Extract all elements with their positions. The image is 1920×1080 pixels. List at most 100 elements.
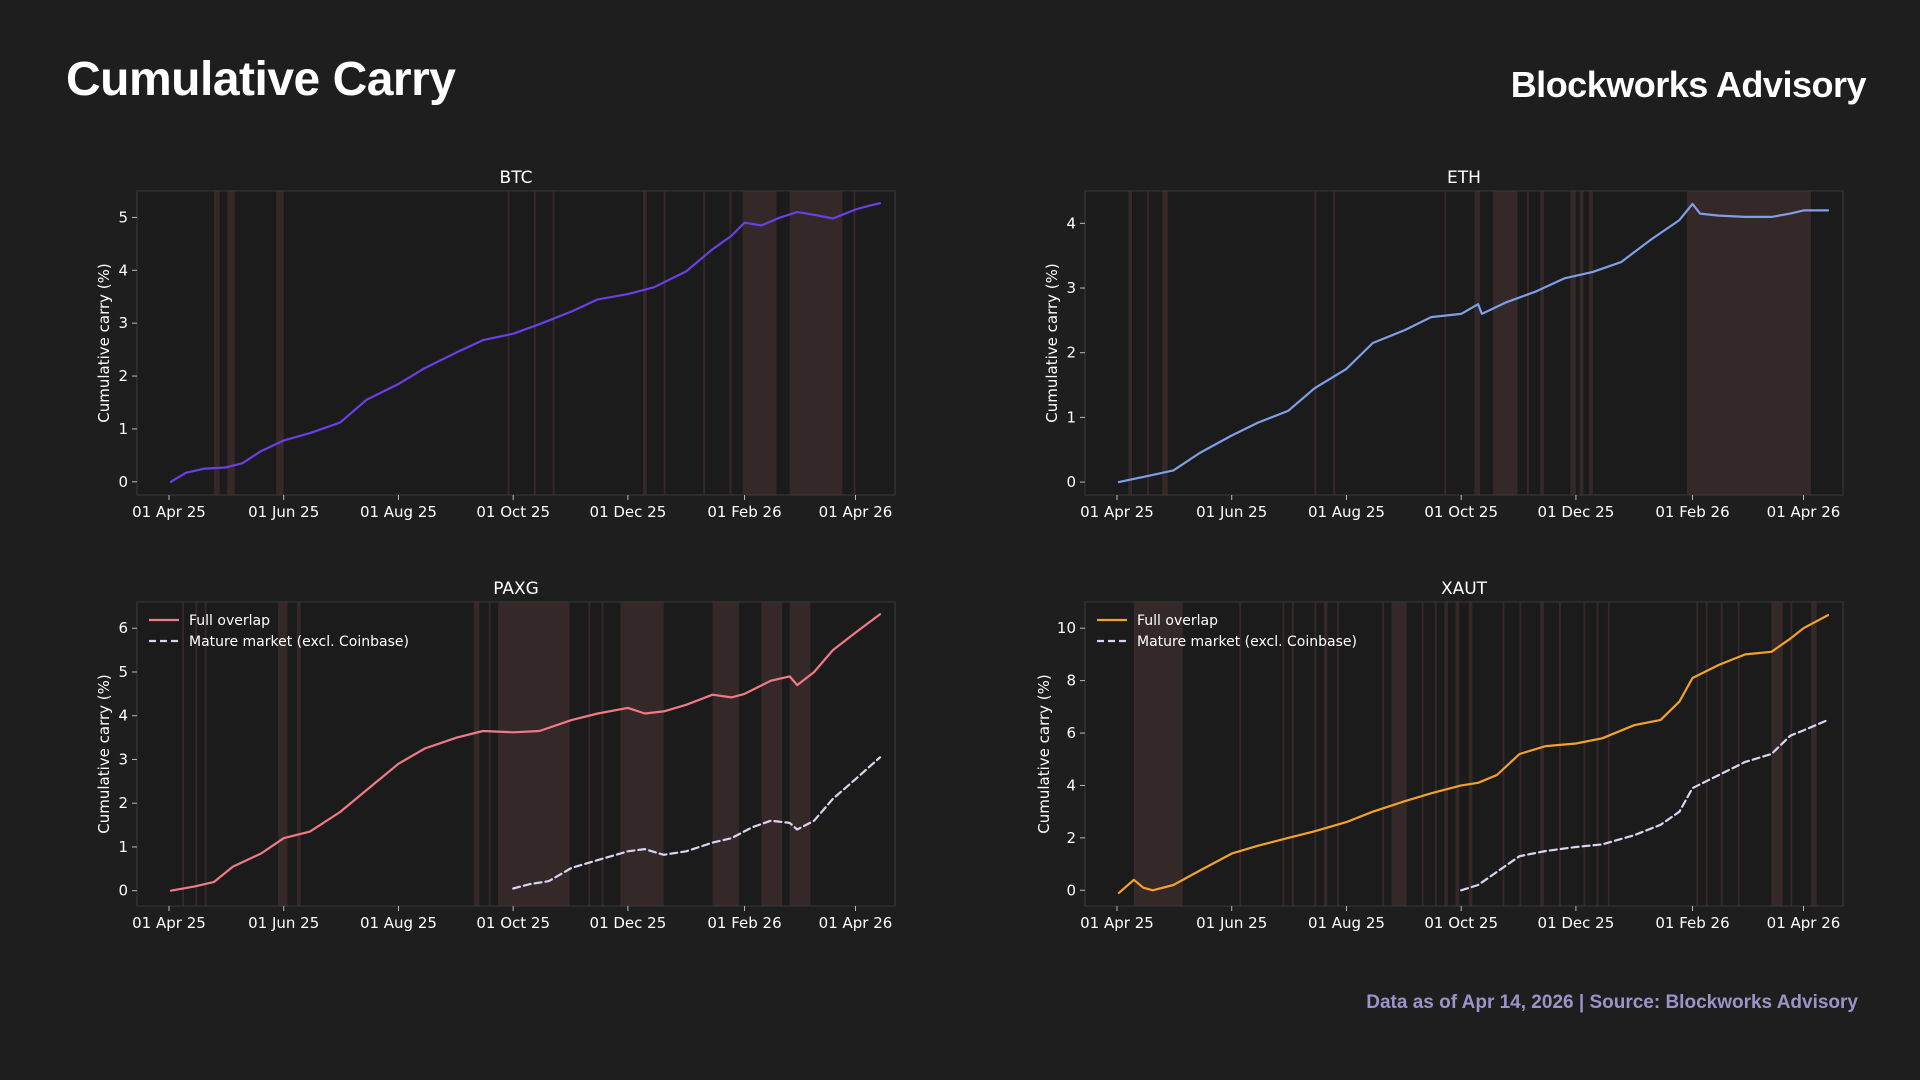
y-axis-label: Cumulative carry (%) [1035,674,1053,834]
series-line-full [1117,613,1830,895]
highlight-band [1570,191,1576,495]
series-line-full [169,613,882,892]
highlight-band [663,191,666,495]
y-tick-label: 4 [1066,776,1076,794]
x-tick-label: 01 Aug 25 [1308,914,1385,932]
y-tick-label: 3 [118,314,128,332]
x-tick-label: 01 Apr 25 [132,503,206,521]
x-tick-label: 01 Aug 25 [360,914,437,932]
x-tick-label: 01 Apr 25 [1080,914,1154,932]
highlight-band [1147,191,1149,495]
page-title: Cumulative Carry [66,53,456,106]
y-tick-label: 6 [1066,724,1076,742]
highlight-band [1737,602,1740,906]
highlight-band [276,191,284,495]
highlight-band [195,602,198,906]
highlight-band [1558,602,1561,906]
y-tick-label: 1 [118,420,128,438]
highlight-band [1314,191,1317,495]
y-tick-label: 4 [1066,214,1076,232]
y-tick-label: 2 [1066,829,1076,847]
highlight-band [1527,191,1529,495]
legend-label: Full overlap [189,613,270,629]
y-tick-label: 4 [118,261,128,279]
x-tick-label: 01 Jun 25 [1196,914,1267,932]
chart-title: ETH [1447,168,1481,188]
x-tick-label: 01 Apr 25 [1080,503,1154,521]
x-tick-label: 01 Jun 25 [248,914,319,932]
highlight-band [642,191,647,495]
highlight-band [1314,602,1317,906]
plot-frame [136,190,896,496]
highlight-band [1811,602,1817,906]
highlight-band [182,602,185,906]
highlight-band [1790,602,1793,906]
series-line-mature [512,756,882,890]
x-tick-label: 01 Feb 26 [707,914,781,932]
chart-paxg: PAXG Cumulative carry (%) 0 1 2 3 4 5 6 01 Apr 25… [95,579,896,932]
x-tick-label: 01 Feb 26 [1655,503,1729,521]
y-tick-label: 10 [1057,619,1076,637]
y-tick-label: 0 [1066,473,1076,491]
x-tick-label: 01 Jun 25 [1196,503,1267,521]
x-tick-label: 01 Dec 25 [1538,503,1615,521]
highlight-band [789,191,843,495]
y-tick-label: 2 [118,794,128,812]
y-axis-label: Cumulative carry (%) [95,674,113,834]
highlight-band [703,191,706,495]
highlight-band [789,602,811,906]
y-tick-label: 3 [118,750,128,768]
highlight-band [712,602,739,906]
plot-frame [1084,190,1844,496]
y-axis-label: Cumulative carry (%) [95,263,113,423]
highlight-band [1607,602,1610,906]
highlight-band [1705,602,1708,906]
y-tick-label: 8 [1066,672,1076,690]
y-tick-label: 2 [118,367,128,385]
highlight-band [1455,602,1460,906]
highlight-band [1333,191,1336,495]
highlight-band [1589,191,1593,495]
x-tick-label: 01 Apr 26 [819,914,893,932]
highlight-band [1596,602,1599,906]
x-tick-label: 01 Dec 25 [590,503,667,521]
y-tick-label: 0 [118,882,128,900]
x-tick-label: 01 Apr 26 [819,503,893,521]
highlight-band [1468,602,1473,906]
highlight-band [214,191,220,495]
plot-frame [136,601,896,907]
highlight-band [729,191,732,495]
x-tick-label: 01 Oct 25 [1424,503,1498,521]
x-tick-label: 01 Oct 25 [476,503,550,521]
x-tick-label: 01 Apr 26 [1767,503,1841,521]
x-tick-label: 01 Apr 26 [1767,914,1841,932]
y-tick-label: 0 [1066,881,1076,899]
legend-label: Full overlap [1137,613,1218,629]
highlight-band [601,602,604,906]
highlight-band [1502,602,1505,906]
highlight-band [1128,191,1133,495]
x-tick-label: 01 Oct 25 [1424,914,1498,932]
highlight-band [761,602,783,906]
chart-eth: ETH Cumulative carry (%) 0 1 2 3 4 01 Apr 25 01 … [1043,168,1844,521]
highlight-band [533,191,536,495]
plot-area [137,191,895,495]
highlight-band [507,191,510,495]
highlight-band [1337,602,1339,906]
highlight-band [1540,191,1544,495]
highlight-band [1444,191,1447,495]
highlight-band [1133,602,1183,906]
series-line-mature [1460,718,1830,892]
highlight-band [204,602,207,906]
highlight-band [1391,602,1407,906]
source-footnote: Data as of Apr 14, 2026 | Source: Blockw… [1366,992,1858,1013]
highlight-band [1291,602,1294,906]
y-tick-label: 4 [118,707,128,725]
x-tick-label: 01 Feb 26 [1655,914,1729,932]
highlight-band [1444,602,1449,906]
brand-logo-text: Blockworks Advisory [1510,64,1867,105]
highlight-band [488,602,491,906]
highlight-band [1540,602,1544,906]
legend-label: Mature market (excl. Coinbase) [189,634,409,650]
highlight-band [853,191,856,495]
